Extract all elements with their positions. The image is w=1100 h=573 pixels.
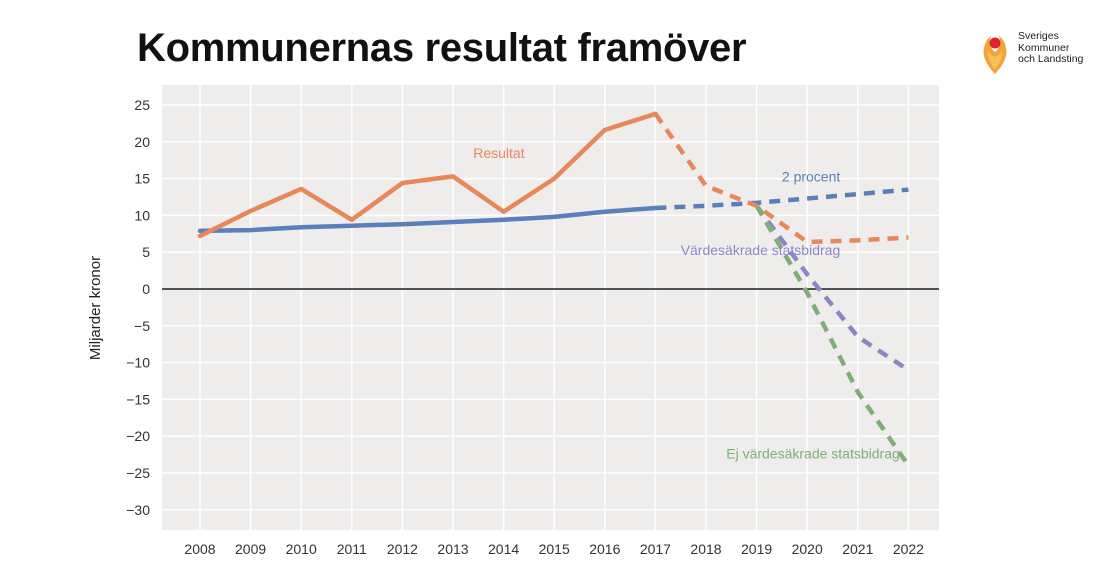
y-tick-label: 10 xyxy=(134,207,150,223)
y-tick-label: −15 xyxy=(126,391,150,407)
x-tick-label: 2010 xyxy=(286,541,317,557)
plot-area xyxy=(162,85,939,530)
y-tick-label: −30 xyxy=(126,502,150,518)
page-title: Kommunernas resultat framöver xyxy=(137,26,747,70)
x-tick-label: 2021 xyxy=(842,541,873,557)
x-tick-label: 2011 xyxy=(337,541,367,557)
y-axis-ticks: 25 20 15 10 5 0 −5 −10 −15 −20 −25 −30 xyxy=(126,97,150,518)
x-tick-label: 2014 xyxy=(488,541,519,557)
y-tick-label: 5 xyxy=(142,244,150,260)
series-line-ej-forecast xyxy=(754,204,911,467)
annotation-procent: 2 procent xyxy=(782,169,840,185)
series-annotations: Resultat 2 procent Värdesäkrade statsbidra… xyxy=(473,145,900,461)
series-line-vardesakrade-forecast xyxy=(754,204,910,372)
y-tick-label: 0 xyxy=(142,281,150,297)
annotation-vardesakrade: Värdesäkrade statsbidrag xyxy=(681,242,841,258)
x-tick-label: 2015 xyxy=(539,541,570,557)
series-layer xyxy=(197,111,911,467)
x-axis-ticks: 2008 2009 2010 2011 2012 2013 2014 2015 2016 2017… xyxy=(184,541,924,557)
x-tick-label: 2013 xyxy=(437,541,468,557)
y-tick-label: 20 xyxy=(134,134,150,150)
x-tick-label: 2017 xyxy=(640,541,671,557)
y-tick-label: −20 xyxy=(126,428,150,444)
x-tick-label: 2018 xyxy=(690,541,721,557)
series-line-resultat xyxy=(197,111,658,239)
org-logo: Sveriges Kommuner och Landsting xyxy=(978,30,1098,78)
series-line-procent-forecast xyxy=(655,187,909,211)
annotation-resultat: Resultat xyxy=(473,145,524,161)
x-tick-label: 2012 xyxy=(387,541,418,557)
y-tick-label: 15 xyxy=(134,171,150,187)
y-tick-label: −5 xyxy=(134,318,150,334)
y-tick-label: −25 xyxy=(126,465,150,481)
skl-figure-icon xyxy=(983,36,1007,74)
y-axis-label: Miljarder kronor xyxy=(87,256,104,360)
series-line-procent xyxy=(197,205,658,234)
annotation-ej: Ej värdesäkrade statsbidrag xyxy=(726,445,900,461)
x-tick-label: 2020 xyxy=(792,541,823,557)
y-tick-label: −10 xyxy=(126,355,150,371)
logo-text: Sveriges Kommuner och Landsting xyxy=(1018,30,1084,65)
x-tick-label: 2022 xyxy=(893,541,924,557)
x-tick-label: 2016 xyxy=(589,541,620,557)
series-line-resultat-forecast xyxy=(653,112,909,245)
x-tick-label: 2008 xyxy=(184,541,215,557)
x-tick-label: 2009 xyxy=(235,541,266,557)
x-tick-label: 2019 xyxy=(741,541,772,557)
y-tick-label: 25 xyxy=(134,97,150,113)
